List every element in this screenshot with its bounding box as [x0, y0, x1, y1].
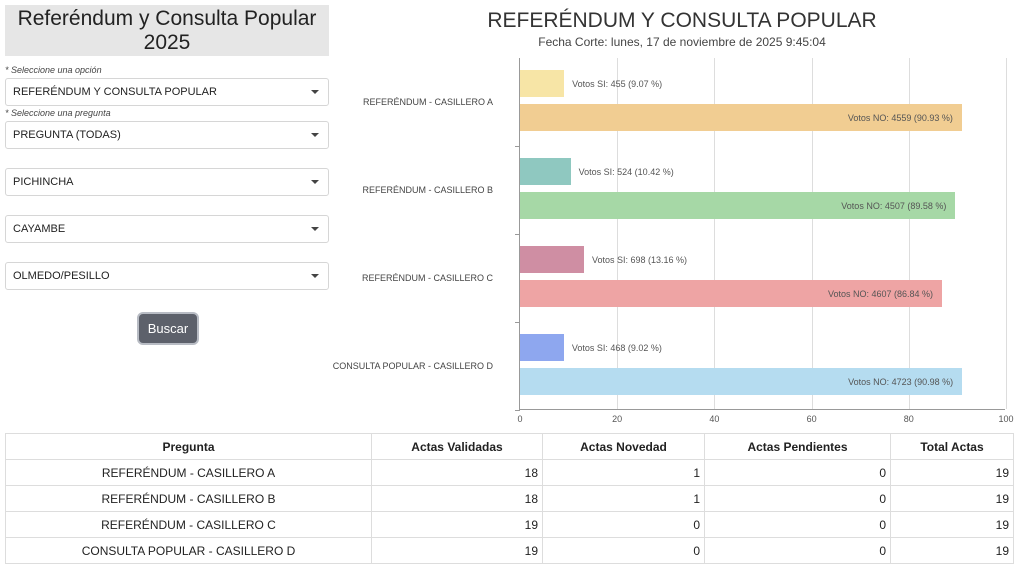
canton-select[interactable]: CAYAMBE	[5, 215, 329, 243]
question-select-value: PREGUNTA (TODAS)	[13, 129, 121, 141]
chevron-down-icon	[311, 274, 319, 278]
table-cell: 19	[371, 537, 543, 564]
axis-tick	[515, 234, 520, 235]
chart-title: REFERÉNDUM Y CONSULTA POPULAR	[487, 9, 877, 32]
table-cell: 0	[704, 511, 891, 538]
table-row: REFERÉNDUM - CASILLERO B 18 1 0 19	[5, 485, 1014, 512]
table-header-row: Pregunta Actas Validadas Actas Novedad A…	[5, 433, 1014, 460]
bar-chart: 0 20 40 60 80 100 REFERÉNDUM - CASILLERO A Voto…	[333, 58, 1014, 424]
table-cell: 19	[890, 537, 1014, 564]
bar-data-label: Votos NO: 4507 (89.58 %)	[841, 201, 947, 211]
gridline	[811, 58, 813, 409]
bar-votos-no	[520, 280, 943, 307]
x-tick-label: 0	[517, 414, 523, 424]
bar-votos-si	[520, 70, 565, 97]
column-header: Pregunta	[5, 433, 372, 460]
table-cell: 19	[890, 485, 1014, 512]
column-header: Actas Pendientes	[704, 433, 891, 460]
table-cell: 0	[704, 459, 891, 486]
table-cell: REFERÉNDUM - CASILLERO B	[5, 485, 372, 512]
table-cell: REFERÉNDUM - CASILLERO A	[5, 459, 372, 486]
search-button[interactable]: Buscar	[137, 312, 199, 345]
axis-tick	[515, 410, 520, 411]
chart-subtitle: Fecha Corte: lunes, 17 de noviembre de 2…	[538, 35, 826, 49]
chevron-down-icon	[311, 133, 319, 137]
parish-select-value: OLMEDO/PESILLO	[13, 270, 110, 282]
x-tick-label: 80	[903, 414, 914, 424]
table-cell: 1	[542, 485, 705, 512]
question-hint: * Seleccione una pregunta	[5, 108, 111, 118]
gridline	[1006, 58, 1007, 409]
table-cell: 18	[371, 459, 543, 486]
x-tick-label: 60	[806, 414, 817, 424]
bar-data-label: Votos NO: 4559 (90.93 %)	[847, 113, 953, 123]
parish-select[interactable]: OLMEDO/PESILLO	[5, 262, 329, 290]
page-title: Referéndum y Consulta Popular 2025	[5, 5, 329, 56]
bar-data-label: Votos SI: 698 (13.16 %)	[591, 255, 688, 265]
table-cell: 0	[542, 537, 705, 564]
gridline	[714, 58, 716, 409]
axis-tick	[515, 322, 520, 323]
gridline	[617, 58, 619, 409]
province-select[interactable]: PICHINCHA	[5, 168, 329, 196]
column-header: Total Actas	[890, 433, 1014, 460]
table-cell: 19	[890, 459, 1014, 486]
bar-votos-si	[520, 334, 564, 361]
bar-votos-si	[520, 246, 584, 273]
x-tick-label: 100	[998, 414, 1014, 424]
bar-votos-no	[520, 192, 956, 219]
chevron-down-icon	[311, 227, 319, 231]
province-select-value: PICHINCHA	[13, 176, 74, 188]
table-row: REFERÉNDUM - CASILLERO C 19 0 0 19	[5, 511, 1014, 538]
option-select[interactable]: REFERÉNDUM Y CONSULTA POPULAR	[5, 78, 329, 106]
actas-table: Pregunta Actas Validadas Actas Novedad A…	[5, 433, 1014, 564]
table-cell: 19	[890, 511, 1014, 538]
table-cell: 0	[704, 537, 891, 564]
category-label: REFERÉNDUM - CASILLERO C	[361, 273, 493, 283]
option-hint: * Seleccione una opción	[5, 65, 102, 75]
category-label: REFERÉNDUM - CASILLERO A	[362, 97, 493, 107]
column-header: Actas Validadas	[371, 433, 543, 460]
bar-votos-no	[520, 104, 962, 131]
bar-data-label: Votos SI: 524 (10.42 %)	[578, 167, 674, 177]
x-tick-label: 40	[709, 414, 720, 424]
bar-votos-no	[520, 368, 963, 395]
category-label: REFERÉNDUM - CASILLERO B	[362, 185, 493, 195]
column-header: Actas Novedad	[542, 433, 705, 460]
canton-select-value: CAYAMBE	[13, 223, 66, 235]
table-row: REFERÉNDUM - CASILLERO A 18 1 0 19	[5, 459, 1014, 486]
table-cell: 0	[704, 485, 891, 512]
bar-data-label: Votos SI: 468 (9.02 %)	[571, 343, 662, 353]
bar-data-label: Votos SI: 455 (9.07 %)	[572, 79, 663, 89]
question-select[interactable]: PREGUNTA (TODAS)	[5, 121, 329, 149]
table-cell: 0	[542, 511, 705, 538]
table-cell: CONSULTA POPULAR - CASILLERO D	[5, 537, 372, 564]
bar-data-label: Votos NO: 4723 (90.98 %)	[848, 377, 954, 387]
x-tick-label: 20	[612, 414, 623, 424]
table-cell: 1	[542, 459, 705, 486]
chevron-down-icon	[311, 90, 319, 94]
gridline	[908, 58, 910, 409]
option-select-value: REFERÉNDUM Y CONSULTA POPULAR	[13, 86, 217, 98]
axis-tick	[515, 146, 520, 147]
table-cell: 19	[371, 511, 543, 538]
table-cell: 18	[371, 485, 543, 512]
bar-votos-si	[520, 158, 571, 185]
bar-data-label: Votos NO: 4607 (86.84 %)	[827, 289, 934, 299]
chevron-down-icon	[311, 180, 319, 184]
filter-panel: Referéndum y Consulta Popular 2025 * Sel…	[5, 5, 329, 345]
table-row: CONSULTA POPULAR - CASILLERO D 19 0 0 19	[5, 537, 1014, 564]
category-label: CONSULTA POPULAR - CASILLERO D	[332, 361, 493, 371]
table-cell: REFERÉNDUM - CASILLERO C	[5, 511, 372, 538]
